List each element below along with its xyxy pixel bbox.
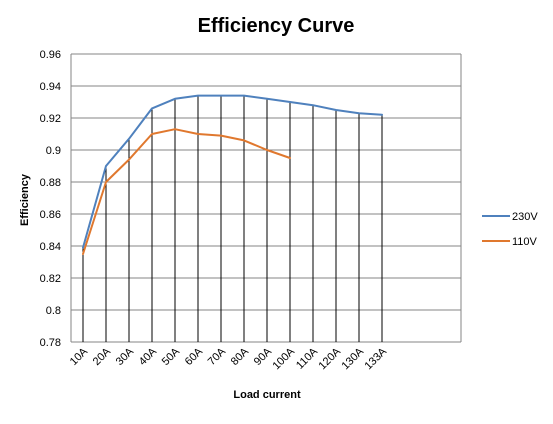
y-axis-title: Efficiency [19,173,31,226]
x-tick-label: 80A [229,345,252,368]
drop-lines-layer [82,95,383,342]
y-tick-label: 0.9 [46,145,61,157]
x-tick-label: 30A [114,345,137,368]
y-tick-label: 0.94 [40,81,61,93]
axis-layer [70,54,462,342]
legend-label-110v: 110V [512,236,538,248]
x-tick-label: 40A [137,345,160,368]
series-layer [82,94,383,255]
y-tick-label: 0.96 [40,49,61,61]
series-line-110v [82,128,291,255]
x-tick-label: 60A [183,345,206,368]
x-tick-label: 130A [339,345,366,372]
x-tick-label: 133A [362,345,389,372]
x-tick-label: 20A [91,345,114,368]
x-axis-ticks: 10A 20A 30A 40A 50A 60A 70A 80A 90A100A110A120A1… [68,345,390,372]
y-tick-label: 0.82 [40,273,61,285]
x-tick-label: 50A [160,345,183,368]
legend-label-230v: 230V [512,211,538,223]
y-axis-ticks: 0.78 0.8 0.82 0.84 0.86 0.88 0.9 0.92 0.94 0.96 [40,49,61,349]
x-tick-label: 110A [294,345,321,372]
x-tick-label: 100A [270,345,297,372]
x-tick-label: 120A [316,345,343,372]
y-tick-label: 0.86 [40,209,61,221]
series-line-230v [82,94,383,249]
x-tick-label: 70A [206,345,229,368]
chart-title: Efficiency Curve [198,15,355,37]
y-tick-label: 0.78 [40,337,61,349]
legend: 230V 110V [482,211,538,248]
grid-layer [71,53,461,343]
x-axis-title: Load current [233,389,301,401]
y-tick-label: 0.92 [40,113,61,125]
y-tick-label: 0.88 [40,177,61,189]
y-tick-label: 0.84 [40,241,61,253]
y-tick-label: 0.8 [46,305,61,317]
x-tick-label: 10A [68,345,91,368]
